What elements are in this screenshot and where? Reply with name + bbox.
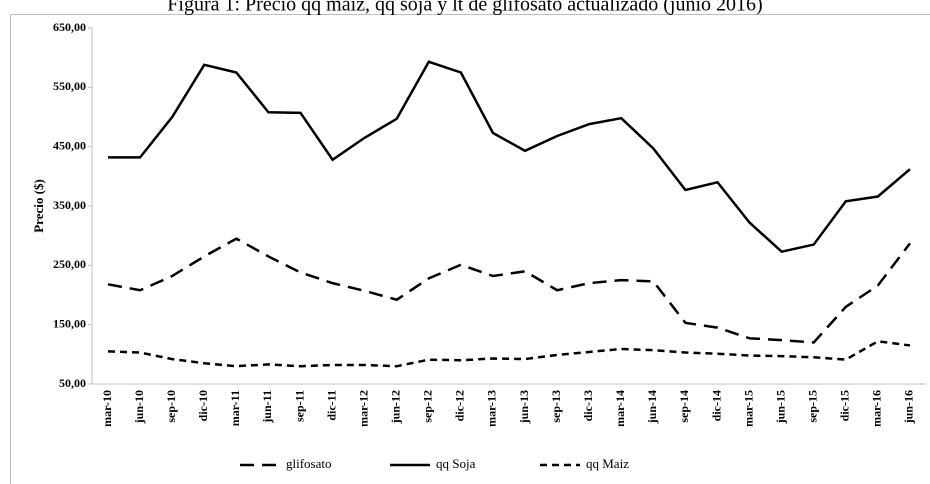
x-tick-label: jun-16 [902, 390, 916, 424]
y-tick-label: 350,00 [53, 198, 86, 212]
y-tick-label: 250,00 [53, 257, 86, 271]
x-tick-label: mar-13 [485, 390, 499, 427]
x-tick-label: dic-13 [581, 390, 595, 421]
x-tick-label: mar-12 [356, 390, 370, 427]
series-line [107, 237, 911, 344]
y-tick-label: 650,00 [53, 20, 86, 34]
x-tick-label: jun-15 [773, 390, 787, 424]
x-tick-label: sep-12 [421, 390, 435, 423]
y-axis-label: Precio ($) [31, 179, 46, 233]
chart-title: Figura 1: Precio qq maíz, qq soja y lt d… [167, 0, 762, 16]
x-tick-label: jun-13 [517, 390, 531, 424]
x-tick-label: mar-16 [870, 390, 884, 427]
y-tick-label: 550,00 [53, 79, 86, 93]
y-tick-label: 50,00 [59, 376, 86, 390]
y-tick-label: 450,00 [53, 138, 86, 152]
x-tick-label: dic-12 [453, 390, 467, 421]
series-line [108, 60, 911, 254]
legend-label: glifosato [286, 456, 332, 471]
x-tick-label: sep-15 [805, 390, 819, 423]
series-line [107, 339, 911, 368]
x-tick-label: mar-11 [228, 390, 242, 426]
x-tick-label: jun-10 [132, 390, 146, 424]
x-tick-label: sep-11 [292, 390, 306, 422]
x-tick-label: sep-14 [677, 390, 691, 423]
x-tick-label: mar-14 [613, 390, 627, 427]
x-tick-label: mar-15 [741, 390, 755, 427]
x-tick-label: jun-14 [645, 390, 659, 424]
x-tick-label: dic-15 [838, 390, 852, 421]
y-tick-label: 150,00 [53, 316, 86, 330]
x-tick-label: dic-10 [196, 390, 210, 421]
x-tick-label: jun-11 [260, 390, 274, 424]
x-tick-label: sep-13 [549, 390, 563, 423]
chart-frame [10, 14, 930, 484]
x-tick-label: dic-14 [709, 390, 723, 421]
x-tick-label: mar-10 [100, 390, 114, 427]
x-tick-label: sep-10 [164, 390, 178, 423]
legend-label: qq Maiz [586, 456, 629, 471]
x-tick-label: jun-12 [388, 390, 402, 424]
legend-label: qq Soja [436, 456, 476, 471]
x-tick-label: dic-11 [324, 390, 338, 421]
